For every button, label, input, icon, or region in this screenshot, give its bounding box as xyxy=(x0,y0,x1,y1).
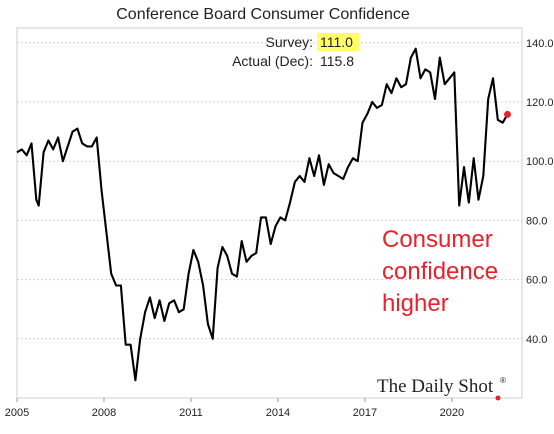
actual-value: 115.8 xyxy=(320,53,354,69)
y-tick-label: 60.0 xyxy=(526,275,547,287)
survey-legend: Survey: 111.0 Actual (Dec): 115.8 xyxy=(232,33,359,69)
x-tick-label: 2008 xyxy=(92,407,116,419)
actual-label: Actual (Dec): xyxy=(232,53,313,69)
x-axis: 2005 2008 2011 2014 2017 2020 xyxy=(5,398,464,419)
survey-value-highlight xyxy=(317,33,359,51)
y-tick-label: 140.0 xyxy=(526,38,554,50)
brand-logo: The Daily Shot ® xyxy=(377,376,506,401)
series-line-consumer-confidence xyxy=(16,47,509,382)
annotation-line-2: confidence xyxy=(382,258,498,285)
x-tick-label: 2005 xyxy=(5,407,29,419)
x-tick-label: 2017 xyxy=(353,407,377,419)
chart-title: Conference Board Consumer Confidence xyxy=(116,6,410,23)
x-tick-label: 2011 xyxy=(179,407,203,419)
y-tick-label: 120.0 xyxy=(526,97,554,109)
y-tick-label: 80.0 xyxy=(526,215,547,227)
x-tick-label: 2020 xyxy=(440,407,464,419)
latest-value-marker xyxy=(504,110,512,118)
annotation-line-1: Consumer xyxy=(382,226,493,253)
brand-text: The Daily Shot xyxy=(377,376,494,397)
survey-value: 111.0 xyxy=(320,34,353,50)
y-tick-label: 100.0 xyxy=(526,156,554,168)
y-axis: 40.0 60.0 80.0 100.0 120.0 140.0 xyxy=(526,38,554,346)
x-tick-label: 2014 xyxy=(266,407,290,419)
annotation-line-3: higher xyxy=(382,290,449,317)
gridlines xyxy=(17,42,522,340)
brand-registered-mark: ® xyxy=(500,376,506,385)
annotation: Consumer confidence higher xyxy=(382,226,498,317)
plot-area xyxy=(16,27,523,399)
y-tick-label: 40.0 xyxy=(526,334,547,346)
survey-label: Survey: xyxy=(266,34,313,50)
brand-dot xyxy=(495,395,501,401)
